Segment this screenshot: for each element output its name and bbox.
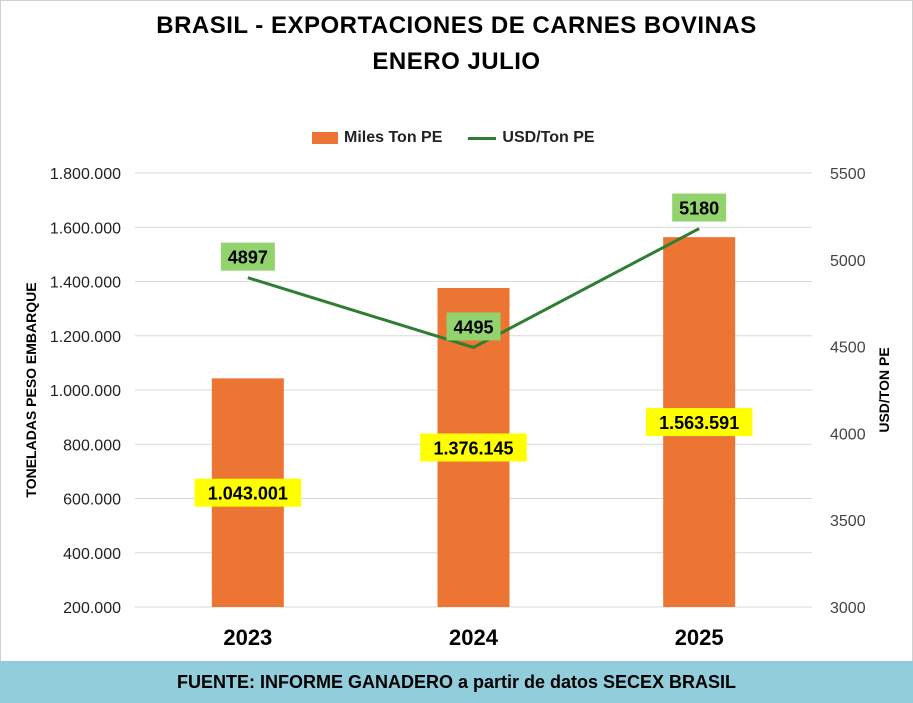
y-right-tick-label: 3000 (830, 600, 866, 617)
y-left-tick-label: 800.000 (63, 437, 121, 454)
y-left-tick-label: 1.000.000 (50, 383, 121, 400)
y-right-tick-label: 3500 (830, 513, 866, 530)
y-right-tick-label: 5000 (830, 253, 866, 270)
y-left-tick-label: 400.000 (63, 546, 121, 563)
line-data-label: 4897 (228, 248, 268, 268)
bar-data-label-bg (645, 408, 753, 437)
legend-line-label: USD/Ton PE (502, 129, 595, 146)
legend: Miles Ton PE USD/Ton PE (312, 127, 595, 149)
y-right-tick-label: 4000 (830, 426, 866, 443)
line-data-label-bg (220, 242, 275, 271)
bar-data-label-bg (420, 433, 527, 462)
y-right-tick-label: 5500 (830, 166, 866, 183)
bar-data-label: 1.376.145 (433, 438, 513, 458)
legend-line-swatch (468, 136, 497, 140)
line-data-label-bg (672, 193, 727, 222)
line-data-label: 5180 (679, 199, 719, 219)
y-left-tick-label: 1.200.000 (50, 329, 121, 346)
y-right-tick-label: 4500 (830, 340, 866, 357)
line-data-label: 4495 (453, 317, 493, 337)
y-right-axis-title: USD/TON PE (876, 347, 892, 432)
line-series-usd (247, 227, 700, 349)
x-tick-label: 2023 (223, 625, 272, 650)
x-tick-label: 2025 (675, 625, 724, 650)
y-left-tick-label: 1.800.000 (50, 166, 121, 183)
y-left-tick-label: 1.400.000 (50, 275, 121, 292)
y-left-axis-title: TONELADAS PESO EMBARQUE (23, 282, 39, 497)
line-data-label-bg (446, 312, 501, 341)
combo-chart: 200.000 400.000 600.000 800.000 1.000.000 1.2… (23, 166, 892, 650)
bar-data-label: 1.043.001 (208, 484, 288, 504)
y-left-tick-label: 200.000 (63, 600, 121, 617)
legend-bar-label: Miles Ton PE (344, 129, 443, 146)
bar-data-label: 1.563.591 (659, 413, 739, 433)
source-note: FUENTE: INFORME GANADERO a partir de dat… (176, 672, 737, 692)
bar-data-label-bg (194, 478, 302, 507)
x-tick-label: 2024 (449, 625, 499, 650)
chart-title: BRASIL - EXPORTACIONES DE CARNES BOVINAS (156, 12, 757, 39)
chart-subtitle: ENERO JULIO (372, 48, 541, 75)
y-left-tick-label: 1.600.000 (50, 220, 121, 237)
footer-bar: FUENTE: INFORME GANADERO a partir de dat… (0, 661, 913, 703)
legend-bar-swatch (312, 132, 338, 144)
y-left-tick-label: 600.000 (63, 492, 121, 509)
